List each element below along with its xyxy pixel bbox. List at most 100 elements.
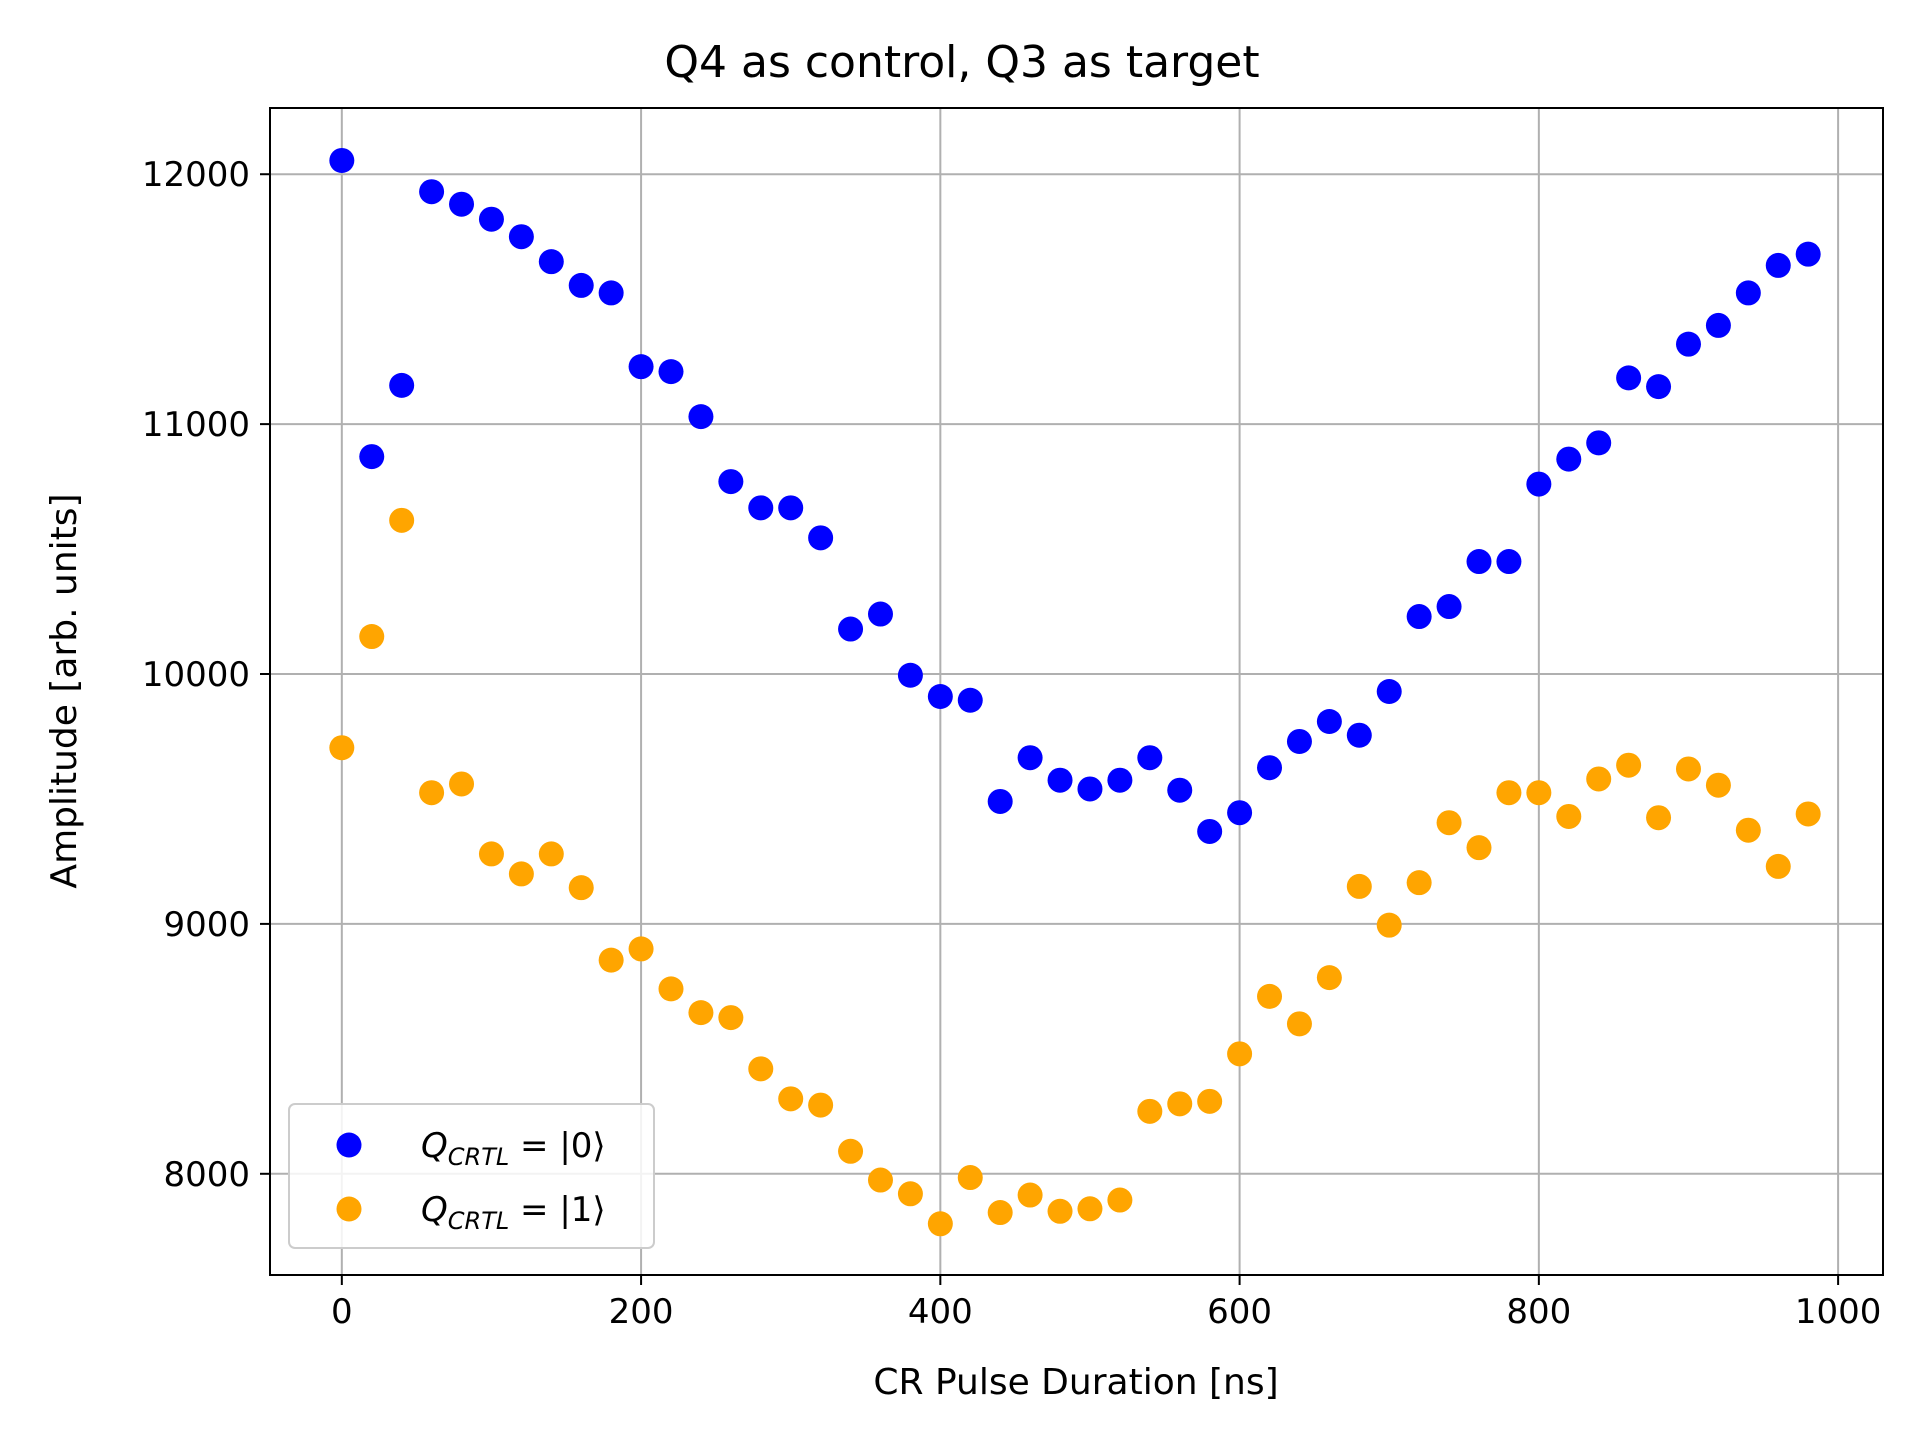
data-point: [1346, 873, 1372, 899]
data-point: [1316, 708, 1342, 734]
data-point: [1795, 241, 1821, 267]
legend-label: QCRTL = |1⟩: [421, 1190, 606, 1235]
data-point: [1257, 983, 1283, 1009]
data-point: [748, 495, 774, 521]
data-point: [1107, 767, 1133, 793]
y-tick-label: 8000: [163, 1155, 250, 1195]
data-point: [867, 1167, 893, 1193]
data-point: [1556, 803, 1582, 829]
data-point: [1616, 365, 1642, 391]
data-point: [419, 780, 445, 806]
data-point: [1286, 728, 1312, 754]
data-point: [1646, 374, 1672, 400]
data-point: [1705, 772, 1731, 798]
data-point: [748, 1056, 774, 1082]
data-point: [1077, 776, 1103, 802]
data-point: [1765, 252, 1791, 278]
data-point: [538, 841, 564, 867]
data-point: [1586, 766, 1612, 792]
x-tick-label: 200: [609, 1292, 674, 1332]
data-point: [1197, 818, 1223, 844]
data-point: [1346, 722, 1372, 748]
data-point: [1227, 800, 1253, 826]
y-tick-label: 10000: [142, 655, 250, 695]
data-point: [658, 976, 684, 1002]
legend-label-subscript: CRTL: [448, 1143, 509, 1171]
data-point: [1107, 1187, 1133, 1213]
legend-label-symbol: Q: [421, 1190, 448, 1230]
data-point: [1646, 805, 1672, 831]
data-point: [389, 507, 415, 533]
legend-label-state: = |0⟩: [509, 1126, 605, 1166]
legend-label-state: = |1⟩: [509, 1190, 605, 1230]
data-point: [718, 1005, 744, 1031]
data-point: [478, 841, 504, 867]
legend-marker: [336, 1196, 362, 1222]
data-point: [808, 525, 834, 551]
x-axis-label: CR Pulse Duration [ns]: [873, 1362, 1278, 1403]
axis-ticks: 0 200 400 600 800 1000 8000 9000 10000 11000 12000: [142, 155, 1882, 1332]
data-point: [508, 861, 534, 887]
data-point: [329, 735, 355, 761]
data-point: [987, 1200, 1013, 1226]
data-point: [568, 875, 594, 901]
data-point: [1675, 331, 1701, 357]
data-point: [449, 191, 475, 217]
data-point: [1556, 446, 1582, 472]
data-point: [1257, 755, 1283, 781]
data-point: [508, 224, 534, 250]
data-point: [1616, 752, 1642, 778]
data-point: [1436, 594, 1462, 620]
data-point: [359, 624, 385, 650]
data-point: [628, 936, 654, 962]
data-point: [1376, 679, 1402, 704]
data-point: [778, 495, 804, 521]
data-point: [449, 771, 475, 797]
data-point: [957, 687, 983, 713]
data-point: [927, 1211, 953, 1237]
y-tick-label: 11000: [142, 405, 250, 445]
data-point: [359, 444, 385, 470]
data-points: [329, 147, 1821, 1237]
y-tick-label: 9000: [163, 905, 250, 945]
data-point: [927, 683, 953, 709]
data-point: [1765, 853, 1791, 879]
data-point: [329, 147, 355, 173]
data-point: [478, 206, 504, 232]
plot-frame: [269, 107, 1884, 1276]
data-point: [838, 1138, 864, 1164]
legend-box: [288, 1103, 655, 1249]
legend: QCRTL = |0⟩ QCRTL = |1⟩: [288, 1103, 655, 1249]
data-point: [1376, 912, 1402, 938]
legend-label: QCRTL = |0⟩: [421, 1126, 606, 1171]
data-point: [1047, 767, 1073, 793]
data-point: [897, 662, 923, 688]
data-point: [718, 469, 744, 495]
data-point: [867, 601, 893, 627]
data-point: [628, 354, 654, 380]
data-point: [1167, 777, 1193, 803]
y-axis-label: Amplitude [arb. units]: [44, 493, 85, 888]
x-tick-label: 0: [331, 1292, 353, 1332]
data-point: [987, 788, 1013, 814]
data-point: [1466, 835, 1492, 861]
data-point: [568, 272, 594, 298]
data-point: [419, 179, 445, 205]
data-point: [1077, 1196, 1103, 1222]
data-point: [688, 1000, 714, 1026]
data-point: [1047, 1198, 1073, 1224]
legend-marker: [336, 1132, 362, 1158]
data-point: [1167, 1091, 1193, 1117]
data-point: [1436, 810, 1462, 836]
x-tick-label: 1000: [1795, 1292, 1882, 1332]
data-point: [1795, 801, 1821, 827]
data-point: [808, 1092, 834, 1118]
data-point: [598, 280, 624, 306]
x-tick-label: 600: [1207, 1292, 1272, 1332]
chart-title: Q4 as control, Q3 as target: [664, 37, 1259, 88]
data-point: [1466, 549, 1492, 575]
data-point: [1406, 870, 1432, 896]
data-point: [1526, 471, 1552, 497]
series-1-points: [329, 507, 1821, 1237]
